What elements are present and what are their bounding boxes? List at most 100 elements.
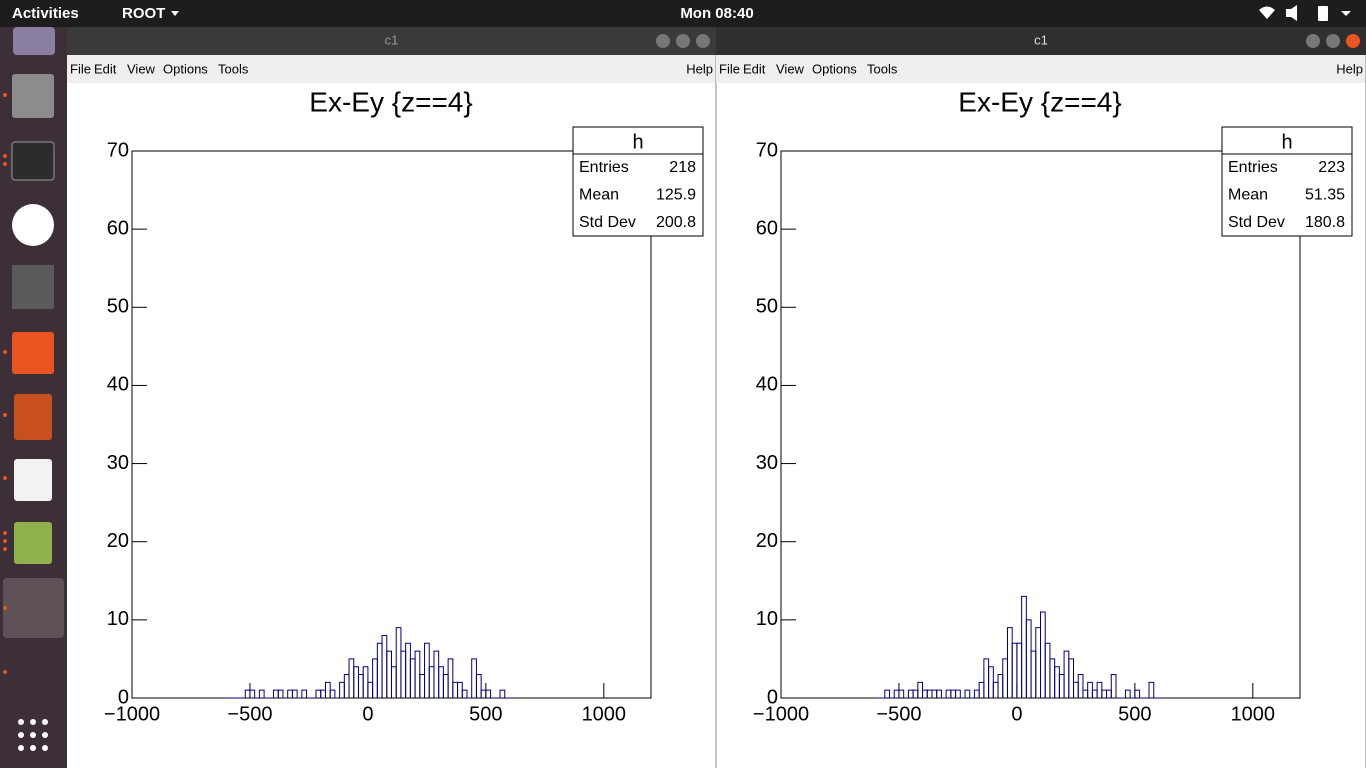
menu-item[interactable]: View [127, 61, 156, 76]
app-menu[interactable]: ROOT [122, 5, 165, 22]
software-icon[interactable] [12, 332, 54, 374]
menu-item[interactable]: Edit [94, 61, 117, 76]
x-tick-label: 500 [1118, 703, 1151, 725]
close-button[interactable] [1346, 34, 1360, 48]
menu-item[interactable]: View [776, 61, 805, 76]
app-icon[interactable] [13, 27, 55, 55]
viewer-icon[interactable] [14, 522, 52, 564]
histogram-bin [461, 689, 468, 698]
x-tick-label: −500 [227, 703, 272, 725]
y-tick-label: 0 [767, 686, 778, 708]
x-tick-label: 0 [362, 703, 373, 725]
y-tick-label: 0 [118, 686, 129, 708]
help-menu[interactable]: Help [1336, 61, 1363, 76]
histogram-bin [964, 689, 971, 698]
histogram-bin [475, 674, 482, 698]
histogram-bin [301, 689, 308, 698]
y-tick-label: 50 [107, 296, 129, 318]
x-tick-label: 500 [469, 703, 502, 725]
status-icons[interactable] [1259, 5, 1351, 21]
menu-item[interactable]: Options [812, 61, 857, 76]
y-tick-label: 70 [756, 139, 778, 161]
maximize-button[interactable] [1326, 34, 1340, 48]
stats-box [572, 126, 704, 237]
reader-icon[interactable] [14, 459, 52, 501]
histogram-bin [936, 689, 942, 698]
help-menu[interactable]: Help [686, 61, 713, 76]
menu-bar [67, 55, 716, 83]
maximize-button[interactable] [676, 34, 690, 48]
stats-value: 180.8 [1305, 214, 1345, 231]
histogram-bin [955, 689, 961, 698]
histogram-bin [447, 658, 454, 698]
top-bar [0, 0, 1366, 27]
chart-title: Ex-Ey {z==4} [309, 86, 472, 117]
histogram-bin [249, 689, 256, 698]
histogram-bin [1068, 658, 1075, 698]
histogram-bin [1134, 689, 1141, 698]
y-tick-label: 20 [756, 530, 778, 552]
histogram-bin [1110, 674, 1117, 698]
histogram-bin [884, 689, 891, 698]
running-dots [3, 93, 7, 674]
app-menu-arrow [171, 11, 179, 16]
menu-item[interactable]: Tools [867, 61, 898, 76]
y-tick-label: 40 [107, 374, 129, 396]
stats-title: h [632, 131, 643, 153]
histogram-bin [329, 689, 336, 698]
clock[interactable]: Mon 08:40 [680, 5, 753, 22]
histogram-bin [898, 689, 905, 698]
menu-item[interactable]: Options [163, 61, 208, 76]
stats-label: Entries [1228, 159, 1278, 176]
impress-icon[interactable] [14, 394, 52, 440]
stats-label: Mean [1228, 187, 1268, 204]
stats-label: Std Dev [579, 214, 636, 231]
histogram-bin [1124, 689, 1131, 698]
x-tick-label: 1000 [1231, 703, 1276, 725]
activities[interactable]: Activities [12, 5, 79, 22]
apps-grid[interactable] [18, 719, 48, 751]
histogram-bin [499, 689, 506, 698]
histogram-bin [258, 689, 265, 698]
histogram-bin [1148, 681, 1155, 698]
histogram-bin [1077, 674, 1084, 698]
stats-value: 125.9 [656, 187, 696, 204]
menu-item[interactable]: Edit [743, 61, 766, 76]
y-tick-label: 30 [756, 452, 778, 474]
stats-title: h [1281, 131, 1292, 153]
stats-value: 223 [1318, 159, 1345, 176]
menu-item[interactable]: Tools [218, 61, 249, 76]
stats-label: Std Dev [1228, 214, 1285, 231]
x-tick-label: 1000 [582, 703, 627, 725]
close-button[interactable] [696, 34, 710, 48]
menu-item[interactable]: File [719, 61, 740, 76]
y-tick-label: 30 [107, 452, 129, 474]
y-tick-label: 20 [107, 530, 129, 552]
x-tick-label: 0 [1011, 703, 1022, 725]
terminal-icon[interactable] [11, 141, 55, 181]
stats-label: Entries [579, 159, 629, 176]
y-tick-label: 60 [107, 217, 129, 239]
histogram-bin [485, 689, 492, 698]
y-tick-label: 10 [756, 608, 778, 630]
files-icon[interactable] [12, 74, 54, 118]
minimize-button[interactable] [656, 34, 670, 48]
window-title: c1 [1034, 32, 1048, 47]
x-tick-label: −500 [876, 703, 921, 725]
minimize-button[interactable] [1306, 34, 1320, 48]
menu-item[interactable]: File [70, 61, 91, 76]
y-tick-label: 50 [756, 296, 778, 318]
histogram-bin [291, 689, 298, 698]
stats-label: Mean [579, 187, 619, 204]
chart-title: Ex-Ey {z==4} [958, 86, 1121, 117]
y-tick-label: 60 [756, 217, 778, 239]
texmaker-icon[interactable] [12, 265, 54, 309]
active-app[interactable] [3, 578, 64, 638]
stats-box [1221, 126, 1353, 237]
window-title: c1 [385, 32, 399, 47]
stats-value: 218 [669, 159, 696, 176]
x-tick-label: −1000 [104, 703, 160, 725]
slack-icon[interactable] [12, 204, 54, 246]
menu-bar [716, 55, 1366, 83]
